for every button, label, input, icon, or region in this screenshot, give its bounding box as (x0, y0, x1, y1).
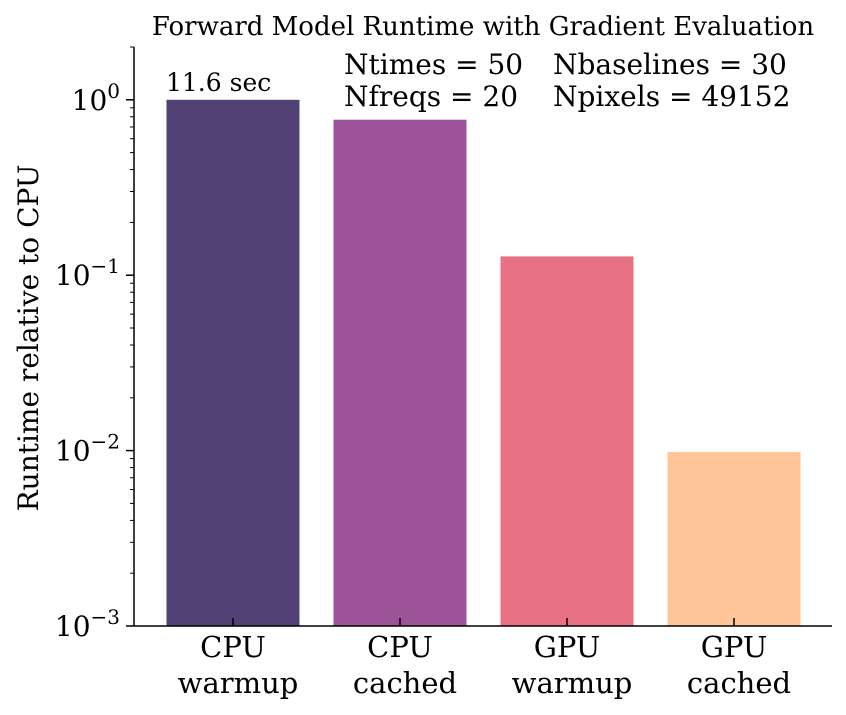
x-tick-label: CPU (200, 630, 266, 664)
y-tick-label: 10−2 (55, 430, 120, 468)
annotation-npixels: Npixels = 49152 (553, 80, 790, 113)
bar-value-annotation: 11.6 sec (166, 68, 271, 97)
bar-gpu-warmup (500, 256, 634, 626)
x-tick-label: GPU (534, 630, 601, 664)
y-ticks-group: 100 10−1 10−2 10−3 (55, 46, 134, 643)
x-tick-label: warmup (178, 666, 299, 700)
x-tick-label: warmup (512, 666, 633, 700)
annotation-nbaselines: Nbaselines = 30 (553, 48, 787, 81)
bar-cpu-cached (333, 119, 467, 626)
annotation-ntimes: Ntimes = 50 (344, 48, 523, 81)
chart-title: Forward Model Runtime with Gradient Eval… (152, 12, 814, 42)
y-tick-label: 10−1 (55, 254, 120, 292)
y-axis-label: Runtime relative to CPU (12, 165, 45, 512)
y-tick-label: 10−3 (55, 605, 120, 643)
bars-group (166, 99, 801, 626)
y-tick-label: 100 (72, 79, 120, 117)
x-tick-label: cached (687, 666, 791, 700)
x-tick-label: CPU (367, 630, 433, 664)
x-tick-label: GPU (701, 630, 768, 664)
bar-cpu-warmup (166, 99, 300, 626)
x-tick-label: cached (353, 666, 457, 700)
bar-gpu-cached (667, 452, 801, 626)
annotation-nfreqs: Nfreqs = 20 (344, 80, 518, 113)
